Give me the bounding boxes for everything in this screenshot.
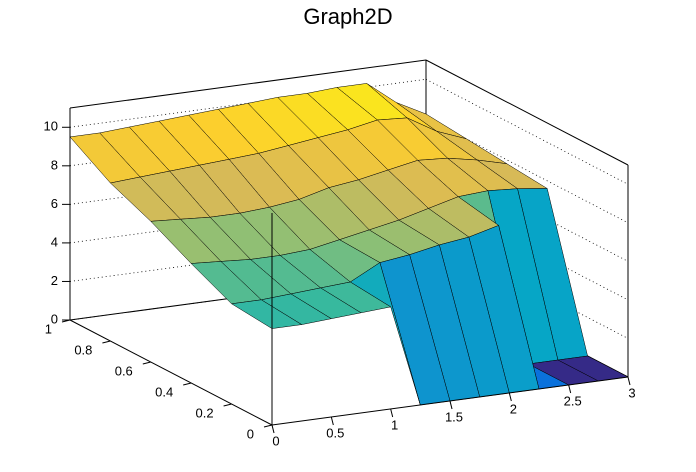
y-tick-label: 1 [45,321,52,336]
box-edge [425,59,629,166]
z-tick-label: 6 [51,196,58,211]
x-tick-label: 0 [272,433,279,448]
y-tick-label: 0.2 [196,405,214,420]
y-tick-label: 0.4 [155,384,173,399]
z-tick-label: 0 [51,311,58,326]
chart-title: Graph2D [303,4,392,29]
x-tick [627,376,631,386]
x-tick-label: 2 [510,401,517,416]
x-tick-label: 3 [628,385,635,400]
x-tick [390,408,394,418]
x-tick [271,424,275,434]
box-edge [69,59,427,109]
y-tick [142,361,151,365]
y-tick [223,403,232,407]
y-tick [183,382,192,386]
y-tick [61,319,71,323]
x-tick-label: 2.5 [564,393,582,408]
y-tick [263,424,273,428]
x-tick [449,400,453,410]
x-tick [330,416,334,426]
y-tick-label: 0.8 [74,342,92,357]
z-tick-label: 2 [51,273,58,288]
x-tick-label: 0.5 [326,425,344,440]
x-tick-label: 1.5 [445,409,463,424]
z-tick-label: 10 [44,119,58,134]
y-tick-label: 0 [247,426,254,441]
x-tick-label: 1 [391,417,398,432]
y-tick [102,340,111,344]
z-tick-label: 8 [51,157,58,172]
box-edge [69,319,273,426]
surface-cell [230,299,303,329]
x-tick [508,392,512,402]
z-tick-label: 4 [51,234,58,249]
y-tick-label: 0.6 [115,363,133,378]
x-tick [568,384,572,394]
